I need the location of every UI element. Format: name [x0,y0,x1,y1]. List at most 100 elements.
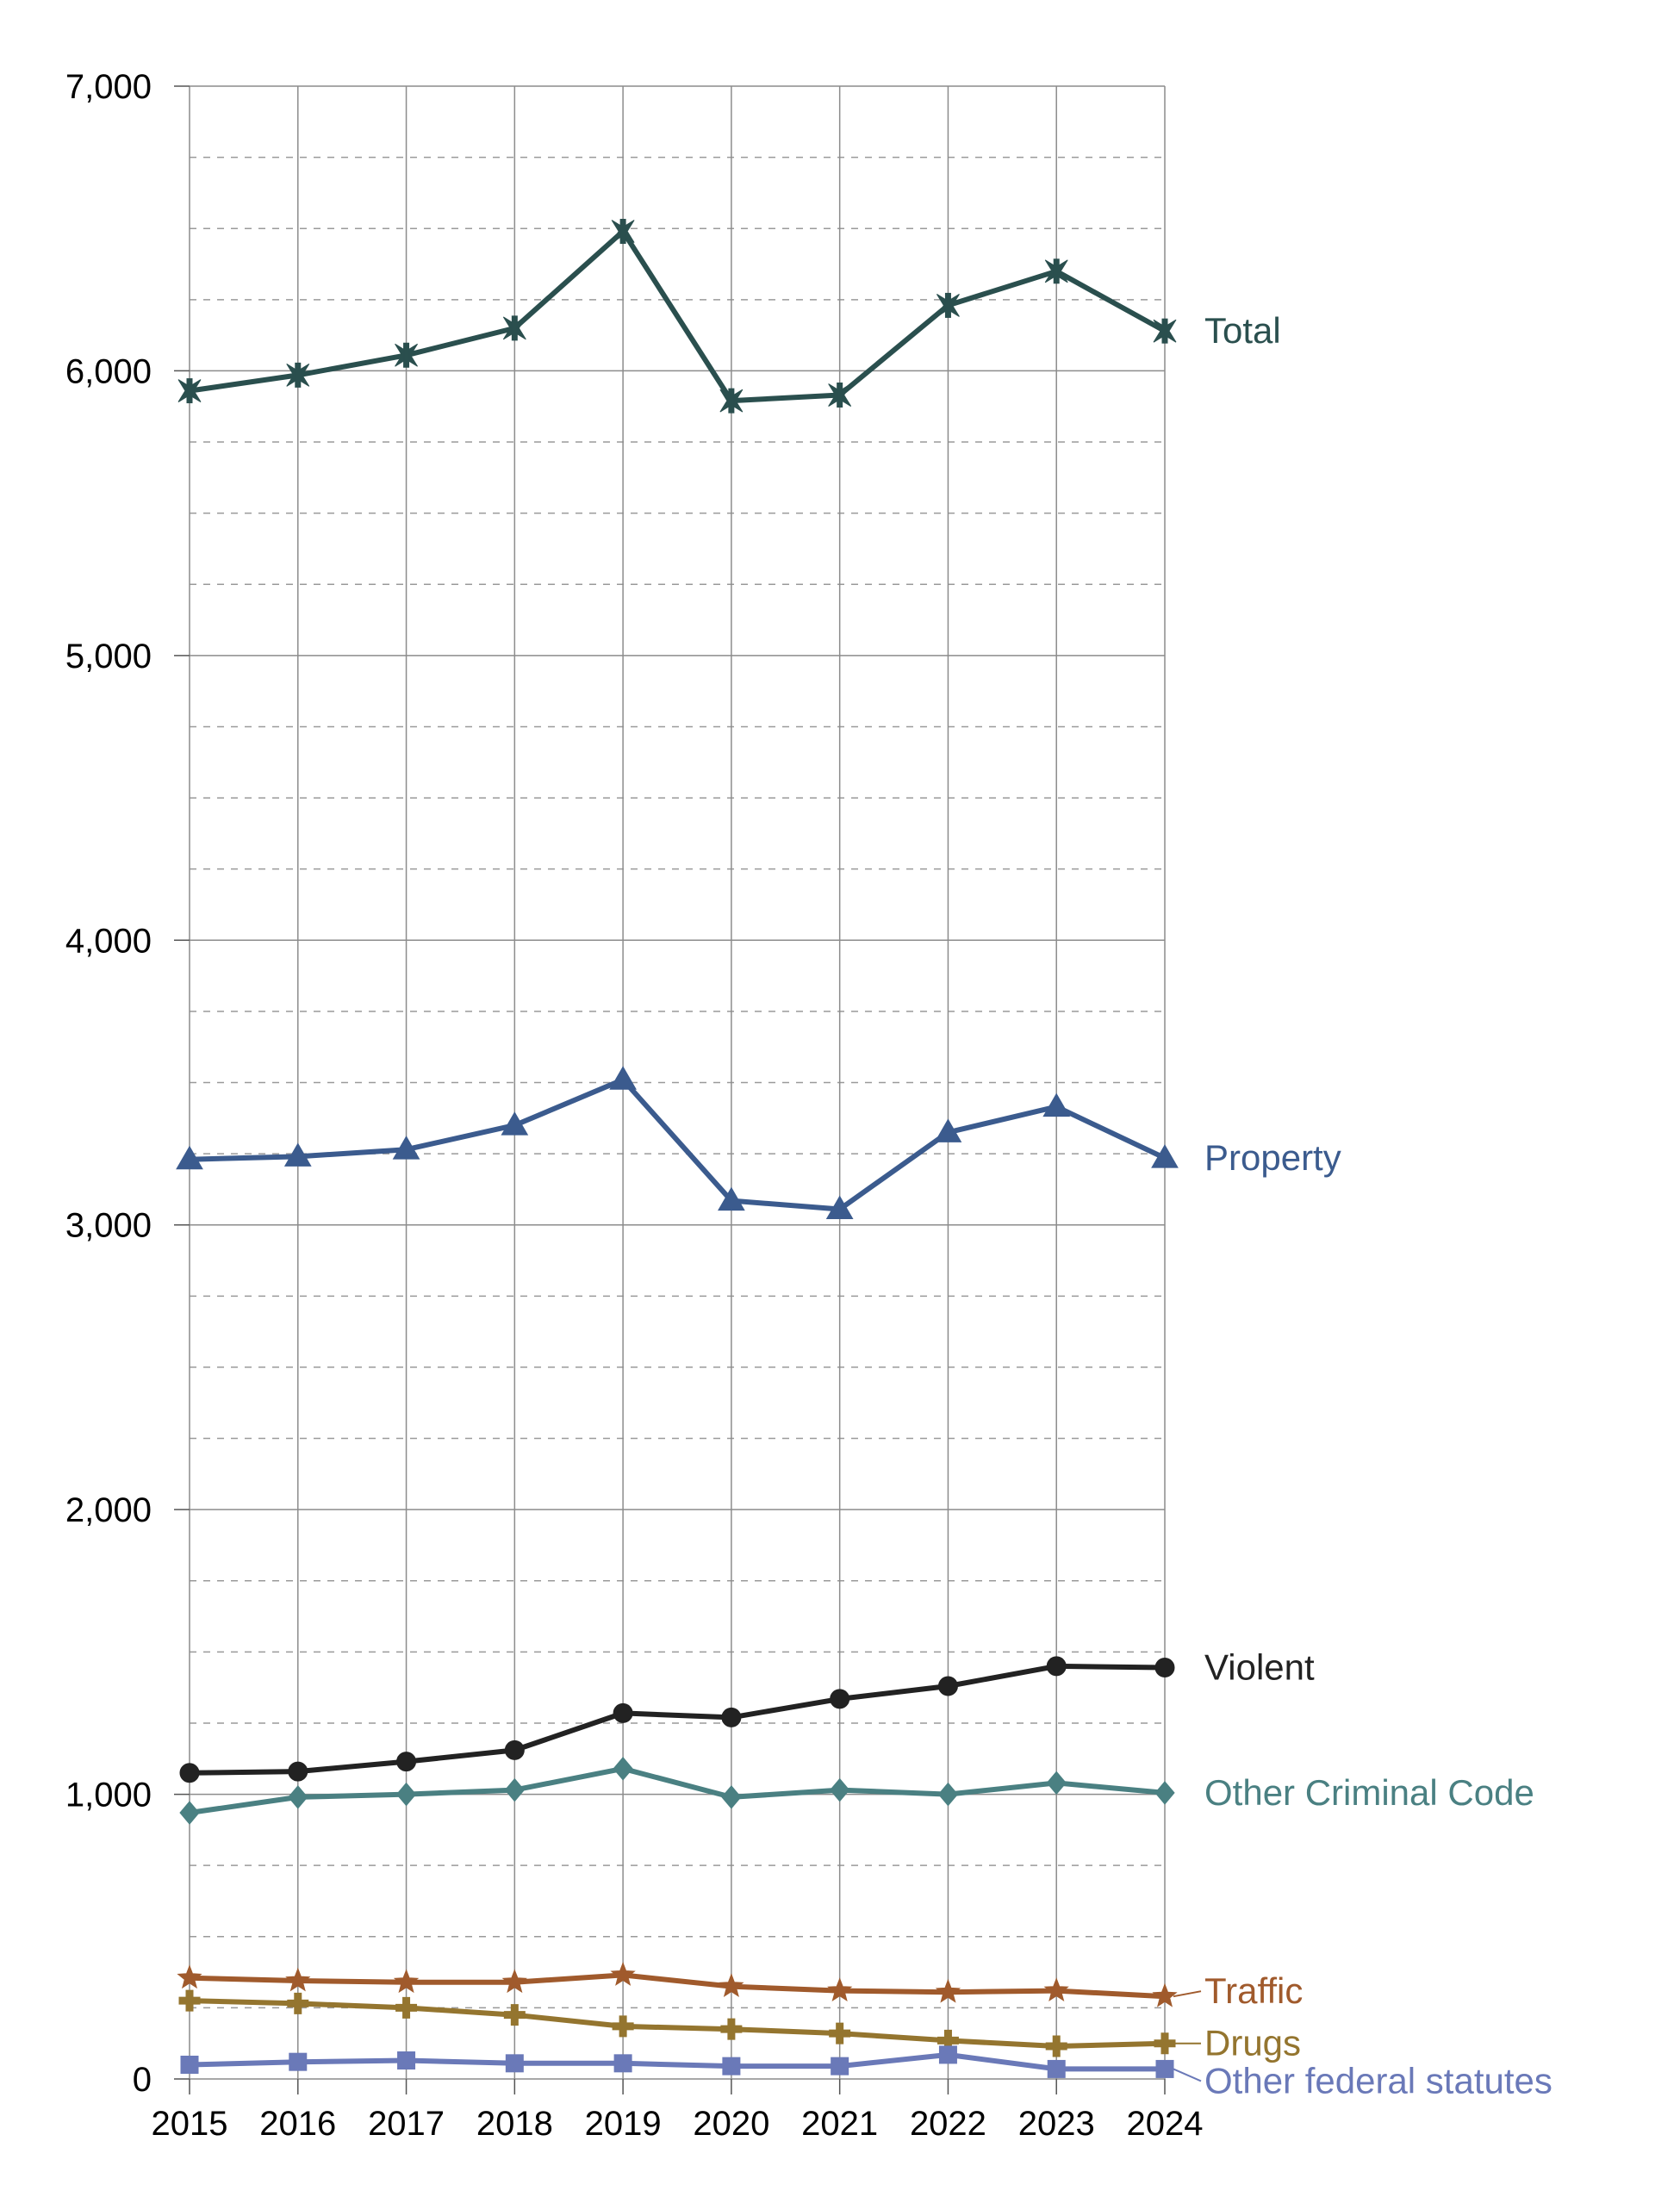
label-leader-line [1173,2068,1202,2082]
series-label: Total [1204,310,1281,351]
y-tick-label: 5,000 [65,638,152,675]
data-point [395,1782,417,1807]
data-point [396,1752,417,1772]
data-point [393,1969,420,1994]
data-point [283,1142,312,1167]
data-point [180,2055,199,2074]
data-point [728,388,735,414]
data-point [504,1740,525,1760]
series-line [189,1765,1166,1815]
y-tick-label: 0 [133,2061,152,2099]
data-point [178,1989,201,2012]
x-tick-label: 2024 [1127,2105,1204,2143]
data-point [501,1111,529,1136]
data-point [1053,258,1060,284]
data-point [619,219,626,245]
x-tick-label: 2023 [1018,2105,1095,2143]
data-point [1154,1658,1175,1678]
data-point [504,1777,525,1802]
label-leader-line [1173,1990,1202,1998]
data-point [285,1967,311,1992]
data-point [937,1782,959,1807]
data-point [612,2015,634,2038]
x-tick-label: 2018 [476,2105,553,2143]
data-point [1046,1656,1067,1677]
y-tick-label: 6,000 [65,352,152,390]
series-labels: Total Property Violent Other Criminal Code T… [1173,310,1552,2101]
grid [189,85,1166,2080]
series-line [189,1663,1166,1776]
data-point [1155,2059,1174,2078]
series-label: Property [1204,1137,1341,1178]
data-point [718,1186,745,1211]
data-point [511,315,518,341]
data-point [722,2057,741,2076]
data-point [288,1761,308,1782]
x-tick-label: 2022 [910,2105,986,2143]
data-point [825,1195,854,1220]
data-point [829,2022,851,2045]
data-point [938,2045,957,2064]
data-point [287,1992,309,2014]
data-point [176,1145,203,1170]
y-tick-label: 7,000 [65,68,152,106]
data-point [830,1689,850,1709]
series-label: Traffic [1204,1970,1303,2011]
data-point [392,1136,420,1160]
data-point [179,1801,200,1825]
series-line [189,2051,1165,2072]
series-line [189,228,1167,404]
data-point [935,1978,961,2003]
data-point [505,2054,524,2073]
data-point [609,1066,637,1090]
series-label: Other Criminal Code [1204,1772,1534,1813]
data-point [613,1757,633,1781]
series-line [189,1998,1166,2049]
data-point [503,2004,526,2026]
data-point [944,292,951,318]
data-point [721,1785,742,1809]
data-point [1152,1982,1178,2007]
series-label: Drugs [1204,2023,1301,2063]
series-label: Other federal statutes [1204,2060,1552,2101]
data-point [1042,1092,1071,1117]
data-point [501,1969,527,1994]
data-point [1154,1781,1175,1805]
y-tick-label: 2,000 [65,1491,152,1529]
data-point [934,1118,962,1142]
data-point [831,2057,849,2076]
data-point [289,2052,308,2071]
series-line [189,1077,1167,1212]
data-point [288,1785,308,1809]
data-point [1151,1144,1179,1168]
data-point [613,2054,632,2073]
data-point [1045,2035,1067,2057]
series-lines [189,228,1167,2072]
y-tick-label: 3,000 [65,1207,152,1245]
x-tick-label: 2021 [801,2105,878,2143]
y-tick-label: 1,000 [65,1777,152,1814]
data-point [1046,1771,1067,1796]
data-point [179,1763,200,1783]
series-line [189,1972,1166,2000]
data-point [837,383,843,408]
data-point [827,1977,853,2002]
data-point [937,1676,958,1696]
y-tick-label: 4,000 [65,922,152,960]
data-point [395,1996,418,2019]
data-point [1043,1977,1069,2002]
x-tick-label: 2019 [585,2105,662,2143]
data-point [186,378,193,404]
data-point [403,342,410,368]
data-point [177,1964,202,1989]
data-point [720,2018,743,2040]
data-point [1154,2032,1176,2055]
data-point [1161,318,1168,344]
series-label: Violent [1204,1647,1315,1688]
data-point [719,1973,744,1998]
data-point [610,1962,636,1986]
data-point [1047,2059,1066,2078]
x-tick-label: 2017 [368,2105,445,2143]
